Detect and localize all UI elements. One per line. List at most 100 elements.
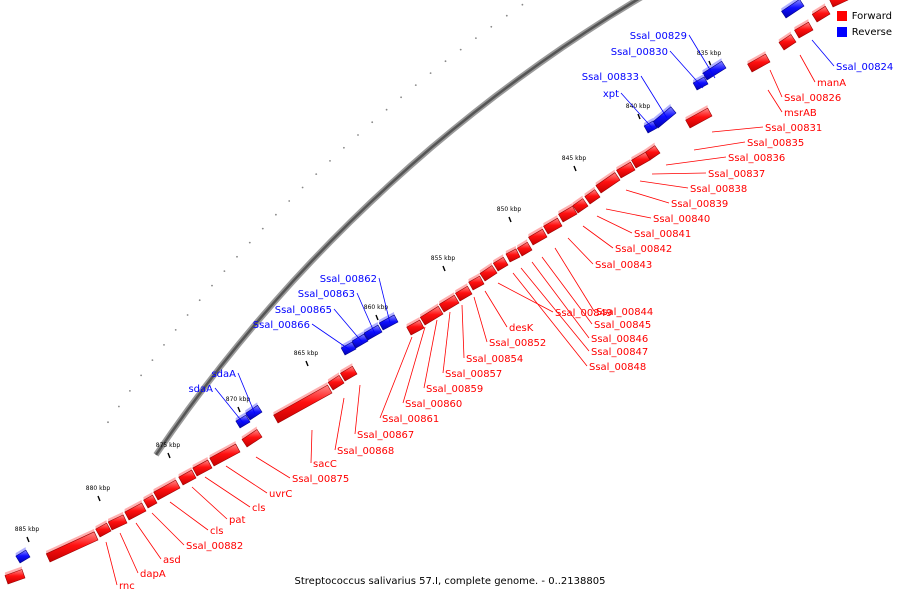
minor-dot [521, 3, 524, 6]
minor-dot [129, 390, 131, 392]
forward-swatch [836, 11, 847, 21]
leader-line [151, 512, 185, 546]
forward-gene [4, 566, 26, 585]
gene-label: Ssal_00829 [630, 31, 687, 42]
leader-line [237, 372, 256, 415]
minor-dot [357, 134, 359, 136]
reverse-gene [363, 322, 383, 341]
leader-line [119, 532, 139, 574]
leader-line [402, 326, 426, 404]
gene-label: asd [163, 555, 181, 566]
reverse-swatch [836, 27, 847, 37]
gene-label: Ssal_00846 [591, 334, 648, 345]
minor-dot [475, 37, 477, 39]
minor-dot [211, 284, 213, 287]
legend: Forward Reverse [836, 8, 892, 40]
gene-label: Ssal_00866 [253, 320, 310, 331]
forward-gene [572, 195, 589, 214]
leader-line [767, 89, 783, 113]
leader-line [105, 541, 118, 586]
gene-label: Ssal_00849 [555, 308, 612, 319]
leader-line [442, 311, 451, 374]
tick-label: 840 kbp [626, 103, 651, 110]
tick-label: 835 kbp [697, 50, 722, 57]
major-tick [637, 113, 641, 120]
leader-line [605, 208, 652, 219]
leader-line [378, 277, 391, 324]
forward-gene [107, 511, 128, 531]
leader-line [423, 319, 438, 389]
leader-line [554, 247, 595, 312]
gene-label: sdaA [188, 384, 213, 395]
genome-backbone [153, 0, 643, 457]
forward-gene [95, 520, 112, 538]
forward-gene [505, 245, 521, 263]
forward-gene [747, 51, 771, 73]
forward-gene [616, 159, 636, 179]
minor-dot [223, 270, 226, 272]
forward-gene [543, 215, 563, 235]
forward-gene [829, 0, 849, 8]
forward-gene [685, 105, 713, 129]
gene-label: Ssal_00830 [611, 47, 668, 58]
major-tick [97, 495, 101, 502]
minor-dot [505, 14, 508, 17]
reverse-gene [235, 412, 251, 429]
forward-gene [492, 254, 509, 272]
gene-label: Ssal_00861 [382, 414, 439, 425]
minor-dot [371, 121, 374, 124]
forward-gene [419, 303, 444, 326]
forward-gene [273, 382, 333, 424]
major-tick [375, 314, 379, 321]
forward-gene [528, 226, 548, 246]
minor-dot [261, 227, 264, 230]
forward-gene [558, 203, 578, 223]
legend-reverse: Reverse [836, 24, 892, 40]
minor-dot [414, 84, 417, 86]
minor-dot [329, 160, 331, 162]
forward-gene [124, 500, 147, 521]
leader-line [334, 397, 345, 451]
gene-label: Ssal_00852 [489, 338, 546, 349]
minor-dot [174, 329, 177, 331]
minor-dot [118, 405, 120, 408]
leader-line [640, 75, 668, 119]
gene-label: manA [817, 78, 846, 89]
gene-label: pat [229, 515, 245, 526]
reverse-gene [781, 0, 805, 19]
gene-label: Ssal_00836 [728, 153, 785, 164]
minor-dot [236, 255, 238, 258]
major-ticks: 835 kbp 840 kbp 845 kbp 850 kbp 855 kbp 860 k… [15, 50, 722, 543]
tick-label: 870 kbp [226, 396, 251, 403]
minor-dot [140, 374, 143, 377]
reverse-gene [378, 311, 399, 331]
forward-gene [631, 149, 651, 169]
leader-line [639, 180, 689, 189]
leader-line [799, 54, 816, 83]
leader-line [225, 465, 268, 494]
major-tick [167, 452, 171, 459]
leader-line [497, 282, 554, 313]
gene-label: desK [509, 323, 534, 334]
forward-gene [584, 186, 601, 205]
leader-line [354, 384, 361, 435]
forward-gene [516, 239, 533, 257]
leader-line [356, 292, 376, 335]
leader-line [520, 267, 590, 352]
gene-label: Ssal_00840 [653, 214, 710, 225]
forward-gene [468, 273, 485, 291]
leader-line [582, 225, 614, 249]
forward-gene [778, 31, 797, 51]
major-tick [442, 265, 446, 272]
gene-label: Ssal_00826 [784, 93, 841, 104]
gene-label: Ssal_00833 [582, 72, 639, 83]
reverse-gene [245, 402, 263, 421]
minor-dot [107, 421, 109, 424]
tick-label: 845 kbp [562, 155, 587, 162]
forward-gene [209, 441, 241, 467]
gene-label: Ssal_00857 [445, 369, 502, 380]
minor-dot [343, 146, 345, 149]
forward-gene [811, 3, 831, 23]
gene-label: Ssal_00868 [337, 446, 394, 457]
minor-dot [163, 344, 165, 346]
